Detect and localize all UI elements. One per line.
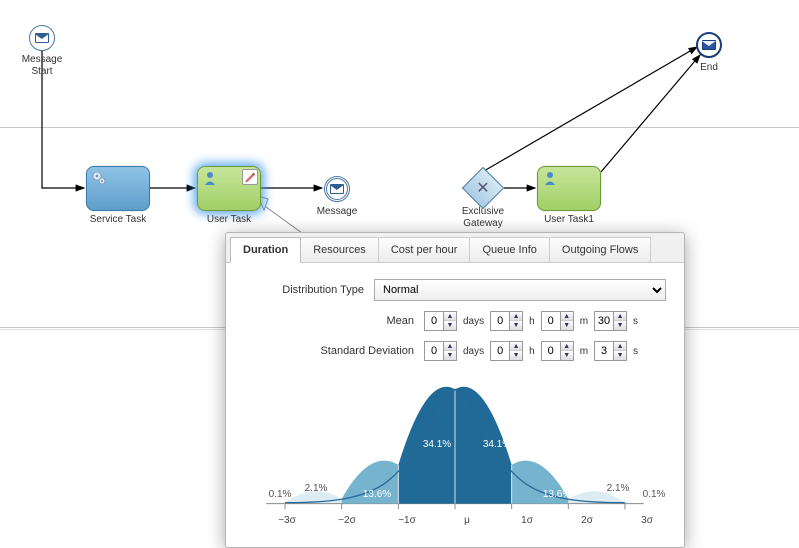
time-row-label: Mean — [294, 315, 414, 327]
pct-label: 0.1% — [269, 489, 292, 500]
spin-up-icon[interactable]: ▲ — [614, 342, 626, 351]
tabs-bar: Duration Resources Cost per hour Queue I… — [226, 233, 684, 263]
spin-down-icon[interactable]: ▼ — [614, 351, 626, 360]
user-task1-node[interactable] — [537, 166, 601, 211]
unit-s: s — [633, 346, 638, 357]
exclusive-gateway-node[interactable]: ✕ — [462, 167, 504, 209]
normal-dist-chart: 0.1%2.1%13.6%34.1%34.1%13.6%2.1%0.1% −3σ… — [252, 371, 658, 526]
user-icon — [202, 170, 218, 186]
spin-m[interactable]: ▲▼ — [541, 311, 574, 331]
envelope-icon — [35, 33, 49, 43]
panel-body: Distribution Type Normal Mean▲▼days▲▼h▲▼… — [226, 263, 684, 534]
tab-queue[interactable]: Queue Info — [469, 237, 549, 262]
service-task-label: Service Task — [78, 214, 158, 226]
spin-input-s[interactable] — [594, 311, 614, 331]
axis-tick-label: −2σ — [338, 515, 356, 526]
envelope-icon — [702, 40, 716, 50]
spin-d[interactable]: ▲▼ — [424, 341, 457, 361]
edit-icon — [242, 169, 258, 185]
unit-h: h — [529, 316, 535, 327]
spin-input-d[interactable] — [424, 341, 444, 361]
spin-input-h[interactable] — [490, 341, 510, 361]
axis-tick-label: 3σ — [641, 515, 653, 526]
axis-tick-label: 1σ — [521, 515, 533, 526]
tab-duration[interactable]: Duration — [230, 237, 301, 262]
tab-cost[interactable]: Cost per hour — [378, 237, 471, 262]
user-icon — [542, 170, 558, 186]
chart-svg — [252, 371, 658, 521]
end-event[interactable] — [696, 32, 722, 58]
spin-up-icon[interactable]: ▲ — [561, 342, 573, 351]
spin-down-icon[interactable]: ▼ — [444, 321, 456, 330]
unit-h: h — [529, 346, 535, 357]
pct-label: 2.1% — [305, 483, 328, 494]
spin-input-s[interactable] — [594, 341, 614, 361]
spin-down-icon[interactable]: ▼ — [444, 351, 456, 360]
spin-h[interactable]: ▲▼ — [490, 341, 523, 361]
service-task-node[interactable] — [86, 166, 150, 211]
time-spin-group: ▲▼days▲▼h▲▼m▲▼s — [424, 341, 638, 361]
spin-down-icon[interactable]: ▼ — [561, 351, 573, 360]
pct-label: 13.6% — [543, 489, 571, 500]
pct-label: 34.1% — [423, 439, 451, 450]
message-start-label: MessageStart — [2, 54, 82, 77]
spin-up-icon[interactable]: ▲ — [614, 312, 626, 321]
spin-up-icon[interactable]: ▲ — [510, 342, 522, 351]
spin-m[interactable]: ▲▼ — [541, 341, 574, 361]
spin-down-icon[interactable]: ▼ — [510, 321, 522, 330]
exclusive-gateway-label: ExclusiveGateway — [443, 206, 523, 229]
lane-divider — [0, 127, 799, 128]
unit-d: days — [463, 316, 484, 327]
spin-d[interactable]: ▲▼ — [424, 311, 457, 331]
dist-type-label: Distribution Type — [244, 284, 364, 296]
user-task1-label: User Task1 — [529, 214, 609, 226]
spin-up-icon[interactable]: ▲ — [444, 312, 456, 321]
axis-tick-label: −3σ — [278, 515, 296, 526]
message-event[interactable] — [324, 176, 350, 202]
user-task-node[interactable] — [197, 166, 261, 211]
pct-label: 2.1% — [607, 483, 630, 494]
axis-tick-label: −1σ — [398, 515, 416, 526]
spin-up-icon[interactable]: ▲ — [444, 342, 456, 351]
spin-input-h[interactable] — [490, 311, 510, 331]
tab-resources[interactable]: Resources — [300, 237, 379, 262]
x-icon: ✕ — [469, 174, 497, 202]
pct-label: 0.1% — [643, 489, 666, 500]
spin-up-icon[interactable]: ▲ — [510, 312, 522, 321]
spin-s[interactable]: ▲▼ — [594, 341, 627, 361]
unit-d: days — [463, 346, 484, 357]
tab-outgoing[interactable]: Outgoing Flows — [549, 237, 651, 262]
properties-panel: Duration Resources Cost per hour Queue I… — [225, 232, 685, 548]
user-task-label: User Task — [189, 214, 269, 226]
time-spin-group: ▲▼days▲▼h▲▼m▲▼s — [424, 311, 638, 331]
spin-input-m[interactable] — [541, 311, 561, 331]
spin-down-icon[interactable]: ▼ — [561, 321, 573, 330]
pct-label: 34.1% — [483, 439, 511, 450]
gears-icon — [91, 170, 107, 186]
unit-m: m — [580, 316, 588, 327]
envelope-icon — [330, 184, 344, 194]
time-row-label: Standard Deviation — [294, 345, 414, 357]
message-start-event[interactable] — [29, 25, 55, 51]
dist-type-select[interactable]: Normal — [374, 279, 666, 301]
axis-tick-label: μ — [464, 515, 470, 526]
spin-down-icon[interactable]: ▼ — [614, 321, 626, 330]
spin-s[interactable]: ▲▼ — [594, 311, 627, 331]
unit-s: s — [633, 316, 638, 327]
axis-tick-label: 2σ — [581, 515, 593, 526]
pct-label: 13.6% — [363, 489, 391, 500]
end-label: End — [669, 62, 749, 74]
spin-input-d[interactable] — [424, 311, 444, 331]
spin-h[interactable]: ▲▼ — [490, 311, 523, 331]
spin-down-icon[interactable]: ▼ — [510, 351, 522, 360]
message-label: Message — [297, 206, 377, 218]
spin-up-icon[interactable]: ▲ — [561, 312, 573, 321]
spin-input-m[interactable] — [541, 341, 561, 361]
unit-m: m — [580, 346, 588, 357]
